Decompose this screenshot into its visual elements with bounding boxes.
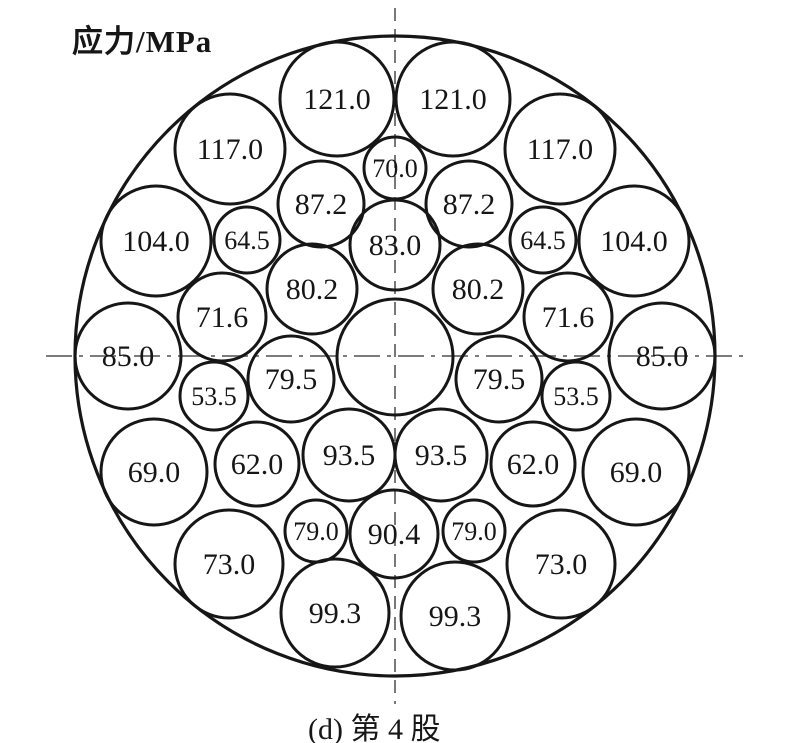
wire-circle [176, 271, 268, 363]
figure-caption: (d) 第 4 股 [308, 713, 441, 743]
wire-stress-label: 93.5 [415, 439, 468, 472]
wire-circle [276, 159, 366, 249]
wire-stress-label: 64.5 [520, 226, 566, 255]
wire-stress-label: 53.5 [553, 382, 599, 411]
wire-circle [489, 420, 577, 508]
wire-circle [173, 508, 285, 620]
wire-stress-label: 71.6 [542, 301, 595, 334]
wire-circle [99, 417, 209, 527]
wire-stress-label: 69.0 [610, 456, 663, 489]
wire-stress-label: 121.0 [419, 83, 487, 116]
wire-circle [348, 488, 440, 580]
wire-stress-label: 99.3 [429, 600, 482, 633]
wire-stress-label: 85.0 [102, 340, 155, 373]
wire-stress-label: 70.0 [372, 154, 418, 183]
wire-circle [99, 184, 213, 298]
center-wire-circle [335, 297, 455, 417]
wire-stress-label: 83.0 [369, 229, 422, 262]
wire-circle [577, 184, 691, 298]
wire-stress-label: 85.0 [636, 340, 689, 373]
wire-stress-label: 69.0 [128, 456, 181, 489]
wire-stress-label: 79.5 [473, 363, 526, 396]
wire-stress-label: 79.0 [451, 517, 497, 546]
wire-circle [522, 271, 614, 363]
wire-circle [540, 360, 612, 432]
wire-circle [441, 498, 507, 564]
wire-circle [399, 560, 511, 672]
wire-circle [454, 334, 544, 424]
wire-stress-label: 80.2 [452, 273, 505, 306]
wire-stress-label: 62.0 [231, 448, 284, 481]
wire-circle [607, 301, 717, 411]
wire-stress-label: 71.6 [196, 301, 249, 334]
wire-stress-label: 80.2 [286, 273, 339, 306]
wire-circle [508, 205, 578, 275]
wire-circle [73, 301, 183, 411]
wire-circle [278, 40, 396, 158]
wire-circle [279, 557, 391, 669]
wire-circle [581, 417, 691, 527]
wire-circle [213, 420, 301, 508]
wire-circle [394, 40, 512, 158]
wire-stress-label: 73.0 [203, 548, 256, 581]
wire-stress-label: 64.5 [224, 226, 270, 255]
wire-circle [173, 92, 287, 206]
wire-stress-label: 87.2 [443, 188, 496, 221]
wire-stress-label: 90.4 [368, 518, 421, 551]
wire-stress-label: 79.5 [265, 363, 318, 396]
wire-stress-label: 73.0 [535, 548, 588, 581]
wire-circle [212, 205, 282, 275]
wire-stress-label: 93.5 [323, 439, 376, 472]
wire-stress-label: 117.0 [527, 133, 593, 166]
wire-circle [393, 407, 489, 503]
figure-title: 应力/MPa [72, 24, 213, 59]
wire-stress-label: 53.5 [191, 382, 237, 411]
wire-circle [431, 242, 525, 336]
wire-circle [424, 159, 514, 249]
wire-stress-label: 121.0 [303, 83, 371, 116]
wire-circle [505, 508, 617, 620]
wire-stress-label: 79.0 [293, 517, 339, 546]
wire-stress-label: 62.0 [507, 448, 560, 481]
wire-circle [503, 92, 617, 206]
wire-stress-label: 104.0 [600, 225, 668, 258]
wire-circle [246, 334, 336, 424]
wire-stress-label: 117.0 [197, 133, 263, 166]
wire-circle [348, 198, 442, 292]
wire-circle [178, 360, 250, 432]
wire-circle [265, 242, 359, 336]
wire-stress-label: 99.3 [309, 597, 362, 630]
wire-stress-label: 104.0 [122, 225, 190, 258]
wire-stress-label: 87.2 [295, 188, 348, 221]
